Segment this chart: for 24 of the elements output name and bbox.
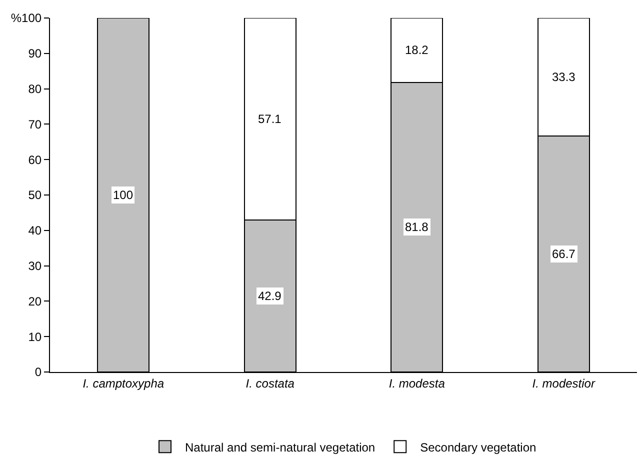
legend-label: Natural and semi-natural vegetation [185, 440, 376, 454]
data-label: 42.9 [258, 289, 282, 303]
data-label: 57.1 [258, 112, 282, 126]
y-tick-label: 90 [28, 46, 42, 61]
y-tick-label: 80 [28, 82, 42, 96]
y-tick-label: 0 [34, 365, 42, 380]
legend-label: Secondary vegetation [420, 440, 536, 454]
y-tick-label: 30 [28, 259, 42, 273]
x-tick-label: I. camptoxypha [82, 376, 164, 390]
y-tick-label: 60 [28, 152, 42, 167]
y-tick-label: 10 [28, 330, 42, 344]
data-label: 33.3 [552, 70, 576, 84]
data-label: 81.8 [405, 220, 429, 234]
y-tick-label: 50 [28, 188, 42, 202]
data-label: 18.2 [405, 43, 429, 57]
x-tick-label: I. modesta [388, 376, 446, 390]
x-tick-label: I. costata [246, 376, 295, 390]
x-tick-label: I. modestior [532, 376, 596, 390]
data-label: 100 [113, 188, 134, 202]
data-label: 66.7 [552, 247, 576, 261]
y-tick-label: %100 [10, 11, 42, 26]
y-tick-label: 20 [28, 294, 42, 308]
y-tick-label: 70 [28, 117, 42, 132]
y-tick-label: 40 [28, 224, 42, 238]
